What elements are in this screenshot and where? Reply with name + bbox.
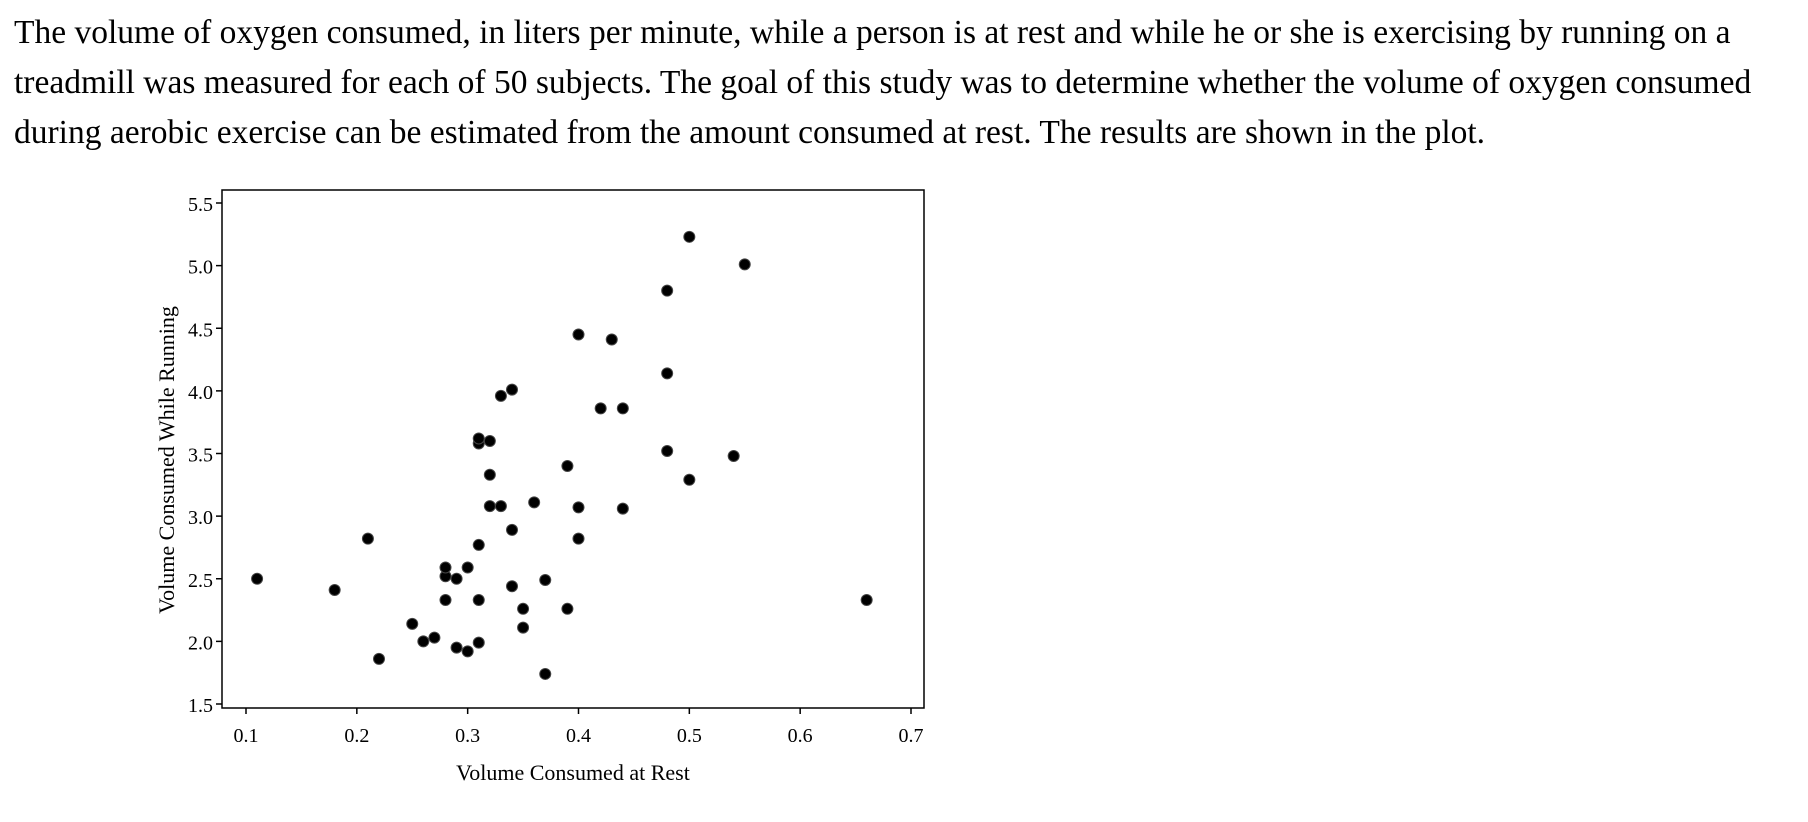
- data-point: [406, 617, 419, 630]
- data-point: [483, 468, 496, 481]
- data-point: [361, 532, 374, 545]
- y-tick-label: 2.5: [188, 570, 213, 592]
- data-point: [428, 631, 441, 644]
- data-point: [594, 402, 607, 415]
- data-point: [472, 538, 485, 551]
- x-axis: 0.1 0.2 0.3 0.4 0.5 0.6 0.7: [234, 708, 924, 747]
- data-point: [439, 561, 452, 574]
- plot-frame: [221, 189, 925, 709]
- data-point: [661, 284, 674, 297]
- question-text: The volume of oxygen consumed, in liters…: [14, 14, 1752, 151]
- data-point: [461, 561, 474, 574]
- data-point: [506, 383, 518, 396]
- data-point: [517, 621, 530, 634]
- y-tick-label: 3.5: [188, 445, 213, 467]
- y-tick-label: 2.0: [188, 632, 213, 654]
- data-point: [572, 328, 585, 341]
- x-axis-label: Volume Consumed at Rest: [456, 760, 690, 785]
- data-point: [450, 641, 463, 654]
- x-tick-label: 0.2: [344, 725, 369, 747]
- data-point: [517, 602, 530, 615]
- y-axis: 1.5 2.0 2.5 3.0 3.5 4.0 4.5 5.0 5.5: [188, 194, 222, 717]
- y-tick-label: 3.0: [188, 507, 213, 529]
- y-tick-label: 4.0: [188, 382, 213, 404]
- data-point: [461, 645, 474, 658]
- data-point: [539, 667, 552, 680]
- data-point: [572, 501, 585, 514]
- plot-border: [221, 189, 925, 709]
- data-point: [616, 502, 629, 515]
- data-point: [506, 523, 518, 536]
- data-point: [417, 635, 430, 648]
- data-point: [483, 434, 496, 447]
- data-point: [494, 389, 507, 402]
- x-tick-label: 0.5: [677, 725, 702, 747]
- x-tick-label: 0.6: [788, 725, 813, 747]
- y-tick-label: 1.5: [188, 695, 213, 717]
- data-point: [439, 594, 452, 607]
- data-point: [483, 500, 496, 513]
- y-tick-label: 4.5: [188, 319, 213, 341]
- data-point: [683, 473, 696, 486]
- data-point: [328, 584, 341, 597]
- data-point: [472, 432, 485, 445]
- data-point: [450, 572, 463, 585]
- data-point: [661, 444, 674, 457]
- data-point: [506, 580, 518, 593]
- data-point: [472, 594, 485, 607]
- data-point: [572, 532, 585, 545]
- data-point: [539, 574, 552, 587]
- x-tick-label: 0.4: [566, 725, 591, 747]
- x-tick-label: 0.7: [899, 725, 924, 747]
- data-point: [528, 496, 541, 509]
- data-point: [860, 594, 873, 607]
- data-point: [373, 652, 385, 665]
- data-point: [683, 230, 696, 243]
- data-point: [605, 333, 618, 346]
- data-point: [727, 450, 740, 463]
- y-tick-label: 5.0: [188, 257, 213, 279]
- data-point: [661, 367, 674, 380]
- y-axis-label: Volume Consumed While Running: [154, 306, 179, 614]
- data-point: [616, 402, 629, 415]
- data-point: [251, 572, 264, 585]
- y-tick-label: 5.5: [188, 194, 213, 216]
- data-point: [561, 460, 574, 473]
- x-tick-label: 0.3: [455, 725, 480, 747]
- x-tick-label: 0.1: [234, 725, 259, 747]
- data-point: [494, 500, 507, 513]
- data-point: [738, 258, 751, 271]
- data-points: [251, 230, 873, 680]
- data-point: [561, 602, 574, 615]
- data-point: [472, 636, 485, 649]
